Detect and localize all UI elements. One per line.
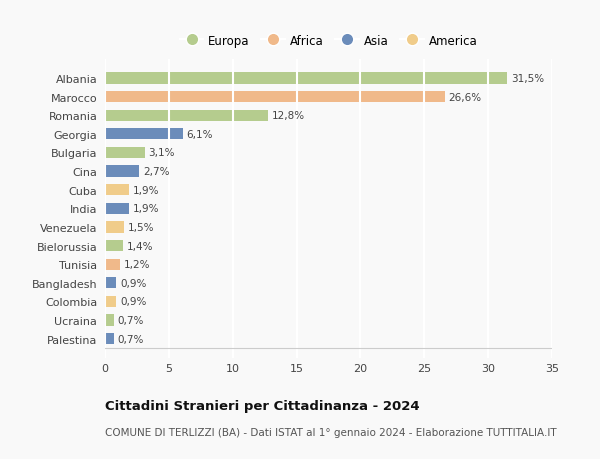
Bar <box>105 92 445 103</box>
Bar <box>105 185 129 196</box>
Text: 1,9%: 1,9% <box>133 204 160 214</box>
Text: 6,1%: 6,1% <box>187 129 213 140</box>
Text: 26,6%: 26,6% <box>449 92 482 102</box>
Text: 0,7%: 0,7% <box>118 334 144 344</box>
Bar <box>105 110 268 122</box>
Text: 12,8%: 12,8% <box>272 111 305 121</box>
Text: 31,5%: 31,5% <box>511 74 544 84</box>
Bar <box>105 259 121 270</box>
Bar <box>105 147 145 159</box>
Legend: Europa, Africa, Asia, America: Europa, Africa, Asia, America <box>175 30 482 52</box>
Text: 1,2%: 1,2% <box>124 260 151 269</box>
Text: Cittadini Stranieri per Cittadinanza - 2024: Cittadini Stranieri per Cittadinanza - 2… <box>105 399 419 412</box>
Text: 0,9%: 0,9% <box>121 297 147 307</box>
Text: 1,9%: 1,9% <box>133 185 160 195</box>
Bar <box>105 278 116 289</box>
Text: 1,4%: 1,4% <box>127 241 153 251</box>
Bar <box>105 73 508 84</box>
Text: 3,1%: 3,1% <box>148 148 175 158</box>
Text: 2,7%: 2,7% <box>143 167 170 177</box>
Bar <box>105 222 124 233</box>
Bar <box>105 203 129 214</box>
Bar <box>105 333 114 344</box>
Bar <box>105 315 114 326</box>
Bar <box>105 296 116 308</box>
Text: 1,5%: 1,5% <box>128 223 154 232</box>
Bar <box>105 129 183 140</box>
Bar <box>105 241 123 252</box>
Text: COMUNE DI TERLIZZI (BA) - Dati ISTAT al 1° gennaio 2024 - Elaborazione TUTTITALI: COMUNE DI TERLIZZI (BA) - Dati ISTAT al … <box>105 427 557 437</box>
Text: 0,7%: 0,7% <box>118 315 144 325</box>
Bar <box>105 166 139 177</box>
Text: 0,9%: 0,9% <box>121 278 147 288</box>
